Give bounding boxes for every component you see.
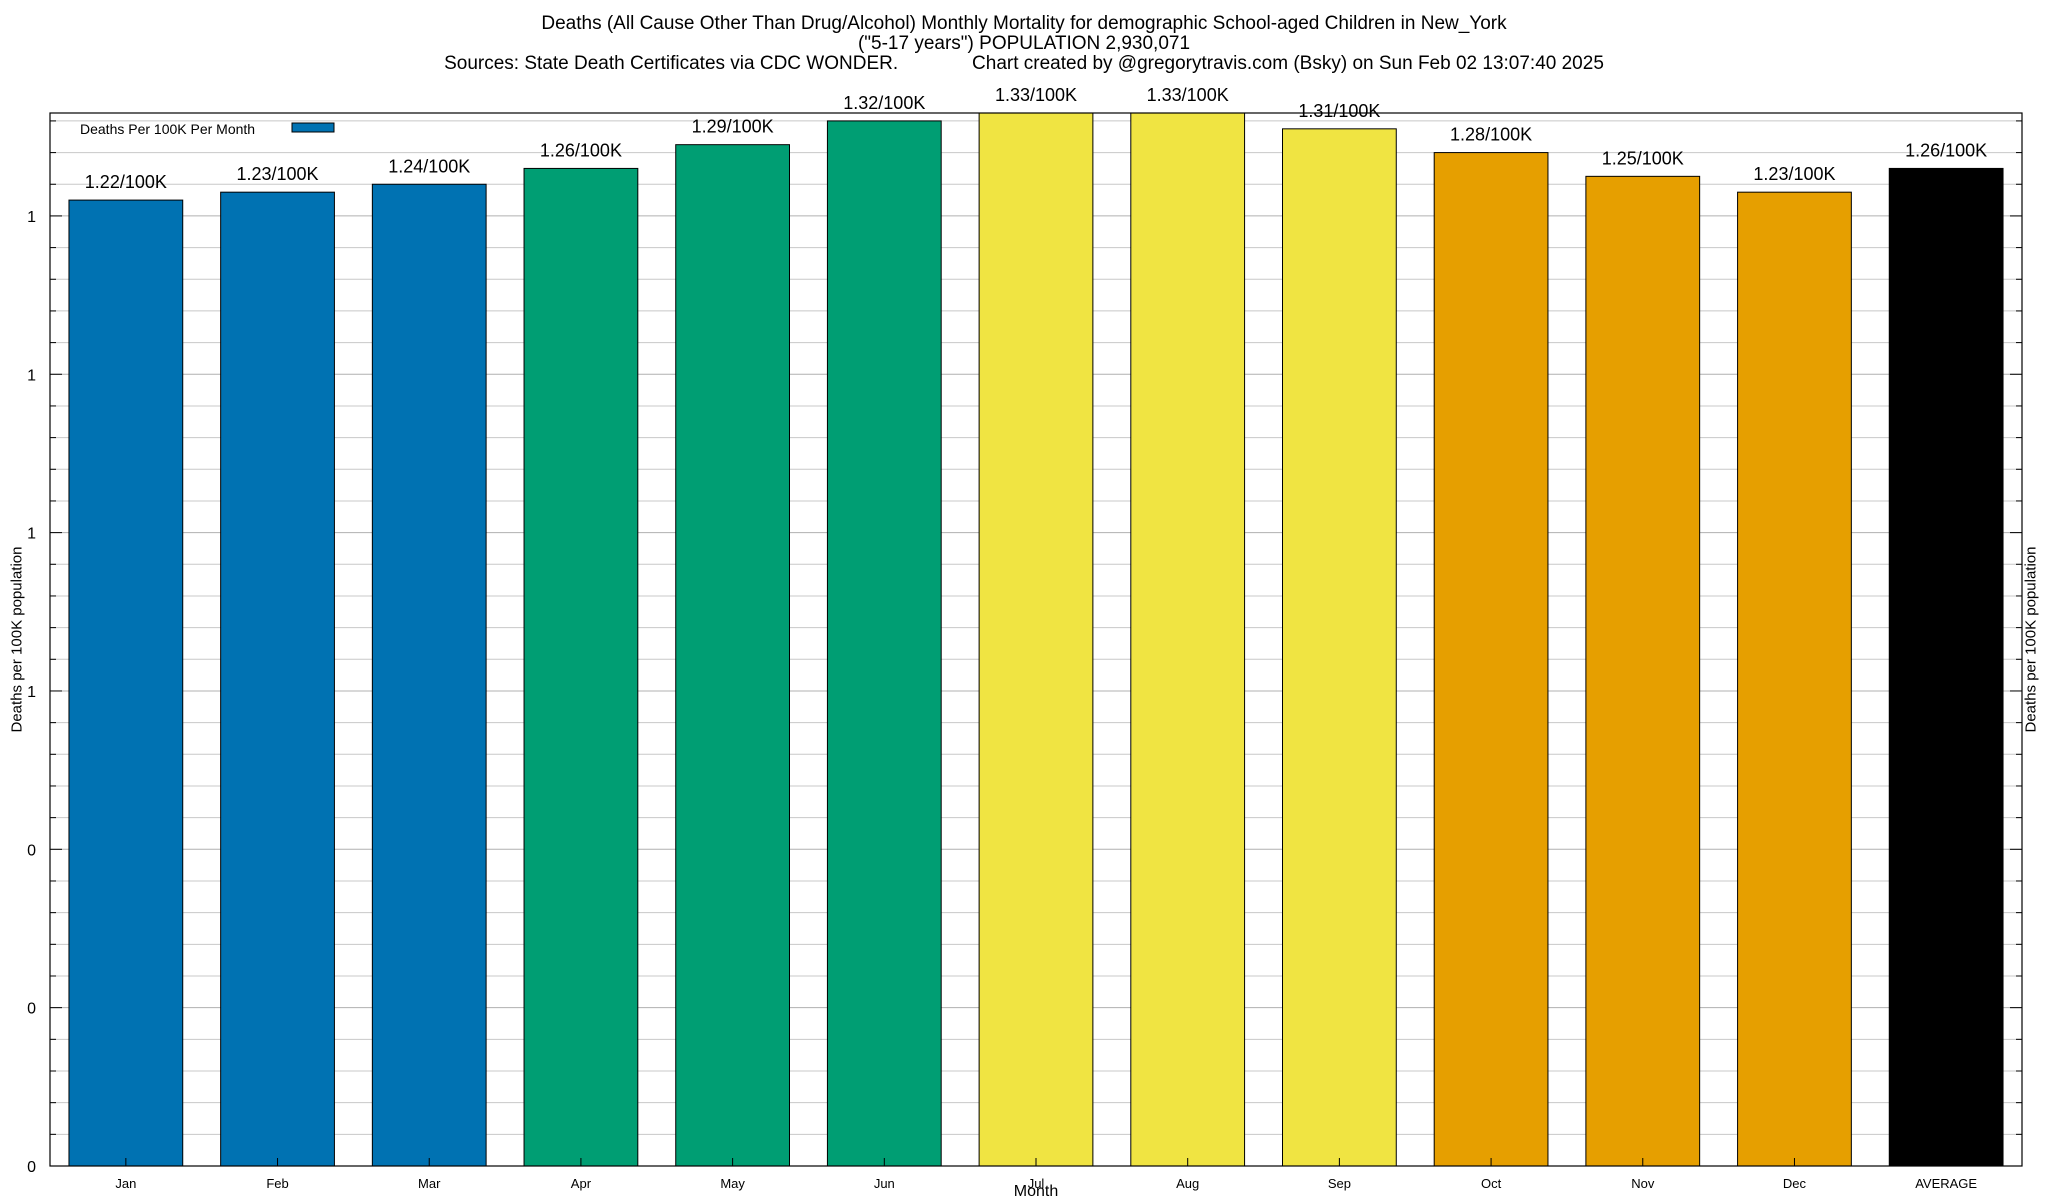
bar-oct bbox=[1433, 152, 1549, 1167]
x-tick-label: Mar bbox=[418, 1176, 441, 1191]
x-tick-label: Jul bbox=[1028, 1176, 1045, 1191]
y-axis-label-right: Deaths per 100K population bbox=[2022, 546, 2040, 733]
y-tick-label: 0 bbox=[27, 1001, 36, 1018]
x-tick-label: Sep bbox=[1328, 1176, 1351, 1191]
data-label: 1.23/100K bbox=[1753, 164, 1835, 184]
x-tick-label: Nov bbox=[1631, 1176, 1655, 1191]
x-tick-label: Jun bbox=[874, 1176, 895, 1191]
data-label: 1.22/100K bbox=[85, 172, 167, 192]
bar-may bbox=[675, 144, 791, 1167]
x-axis-label: Month bbox=[1014, 1183, 1058, 1200]
x-tick-label: Aug bbox=[1176, 1176, 1199, 1191]
legend: Deaths Per 100K Per Month bbox=[80, 121, 335, 137]
y-tick-label: 0 bbox=[27, 1159, 36, 1176]
data-label: 1.29/100K bbox=[692, 117, 774, 137]
sources-text: Sources: State Death Certificates via CD… bbox=[444, 53, 899, 74]
data-label: 1.23/100K bbox=[236, 164, 318, 184]
title-line-3: Sources: State Death Certificates via CD… bbox=[0, 54, 2048, 74]
title-line-2: ("5-17 years") POPULATION 2,930,071 bbox=[857, 33, 1191, 54]
data-label: 1.24/100K bbox=[388, 156, 470, 176]
bars: 1.22/100K 1.23/100K 1.24/100K 1.26/100K 1.29… bbox=[68, 85, 2004, 1167]
bar-jun bbox=[826, 120, 942, 1167]
plot-frame bbox=[49, 112, 2023, 1167]
axis-ticks: 0 0 0 1 1 1 1 Jan Feb Mar Apr May Jun Jul Aug Sep Oct Nov… bbox=[27, 120, 2022, 1191]
title-line-1: Deaths (All Cause Other Than Drug/Alcoho… bbox=[541, 13, 1507, 34]
y-tick-label: 1 bbox=[27, 367, 36, 384]
bar-average bbox=[1888, 167, 2004, 1167]
x-tick-label: AVERAGE bbox=[1915, 1176, 1977, 1191]
x-tick-label: Jan bbox=[115, 1176, 136, 1191]
y-tick-label: 0 bbox=[27, 842, 36, 859]
y-tick-label: 1 bbox=[27, 209, 36, 226]
bar-apr bbox=[523, 167, 639, 1167]
legend-swatch bbox=[291, 122, 335, 133]
bar-sep bbox=[1282, 128, 1397, 1167]
x-tick-label: Oct bbox=[1481, 1176, 1502, 1191]
bar-feb bbox=[220, 191, 335, 1167]
bar-aug bbox=[1130, 112, 1246, 1167]
x-tick-label: Feb bbox=[266, 1176, 288, 1191]
y-tick-label: 1 bbox=[27, 526, 36, 543]
credit-text: Chart created by @gregorytravis.com (Bsk… bbox=[972, 53, 1604, 74]
bar-dec bbox=[1737, 191, 1852, 1167]
chart-title: Deaths (All Cause Other Than Drug/Alcoho… bbox=[0, 14, 2048, 74]
data-label: 1.33/100K bbox=[995, 85, 1077, 105]
data-label: 1.33/100K bbox=[1147, 85, 1229, 105]
x-tick-label: Apr bbox=[571, 1176, 592, 1191]
bar-jul bbox=[978, 112, 1094, 1167]
bar-jan bbox=[68, 199, 184, 1167]
y-axis-label-left: Deaths per 100K population bbox=[8, 546, 26, 733]
data-label: 1.25/100K bbox=[1602, 148, 1684, 168]
legend-label: Deaths Per 100K Per Month bbox=[80, 121, 255, 137]
data-label: 1.26/100K bbox=[1905, 140, 1987, 160]
bar-mar bbox=[371, 183, 487, 1167]
data-label: 1.31/100K bbox=[1298, 101, 1380, 121]
y-tick-label: 1 bbox=[27, 684, 36, 701]
data-label: 1.32/100K bbox=[843, 93, 925, 113]
data-label: 1.26/100K bbox=[540, 140, 622, 160]
x-tick-label: May bbox=[720, 1176, 745, 1191]
bar-nov bbox=[1585, 175, 1701, 1167]
x-tick-label: Dec bbox=[1783, 1176, 1807, 1191]
data-label: 1.28/100K bbox=[1450, 125, 1532, 145]
